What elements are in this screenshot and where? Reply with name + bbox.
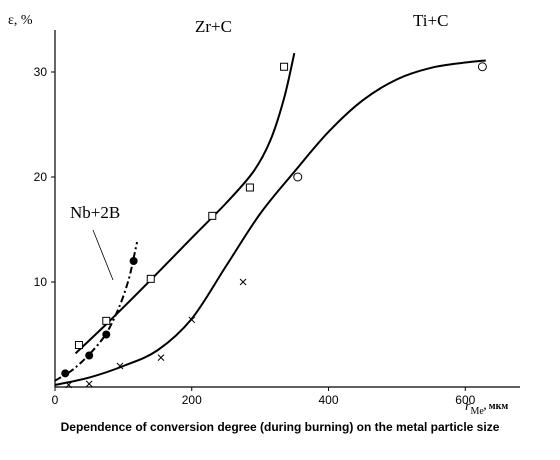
data-point-square	[102, 316, 111, 325]
data-point-cross	[157, 354, 165, 361]
data-point-cross	[239, 278, 247, 286]
data-point-filled	[61, 369, 70, 378]
data-point-circle	[477, 62, 487, 72]
data-point-filled	[129, 257, 138, 265]
curve-nb-2b	[54, 241, 139, 382]
data-point-cross	[65, 381, 73, 389]
data-point-circle	[293, 172, 303, 182]
x-axis-label-unit: , мкм	[484, 401, 509, 412]
x-tick-label: 0	[52, 393, 59, 407]
x-axis-label: rMe, мкм	[465, 399, 508, 417]
data-point-cross	[85, 380, 93, 388]
ticks: 0 200 400 600 10 20 30	[34, 65, 476, 407]
x-axis-label-r: r	[465, 399, 471, 414]
x-tick-label: 400	[319, 393, 339, 407]
series-labels: Zr+C Ti+C Nb+2B	[70, 11, 448, 222]
y-tick-label: 20	[34, 170, 48, 184]
data-point-square	[280, 62, 289, 71]
series-label-zr-c: Zr+C	[195, 17, 232, 36]
y-tick-label: 30	[34, 65, 48, 79]
axes	[54, 30, 520, 388]
curves	[54, 52, 486, 386]
data-point-cross	[188, 316, 196, 324]
data-point-cross	[116, 362, 124, 370]
data-point-filled	[102, 330, 111, 339]
curve-ti-c	[54, 59, 486, 386]
chart: 0 200 400 600 10 20 30 Zr+C Ti+C Nb+2B ε, % rMe,…	[8, 11, 520, 417]
chart-caption: Dependence of conversion degree (during …	[60, 420, 500, 434]
y-axis-label: ε, %	[8, 13, 33, 28]
series-label-ti-c: Ti+C	[413, 11, 448, 30]
data-point-filled	[85, 351, 94, 360]
series-label-nb-2b: Nb+2B	[70, 203, 120, 222]
data-point-square	[146, 274, 155, 283]
y-tick-label: 10	[34, 275, 48, 289]
nb-pointer-line	[92, 229, 114, 281]
data-point-square	[208, 211, 217, 220]
data-point-square	[74, 341, 83, 349]
x-tick-label: 600	[455, 393, 475, 407]
x-axis-label-sub: Me	[470, 406, 484, 417]
markers	[61, 62, 487, 389]
data-point-square	[245, 183, 254, 192]
x-tick-label: 200	[182, 393, 202, 407]
curve-zr-c	[74, 52, 296, 355]
